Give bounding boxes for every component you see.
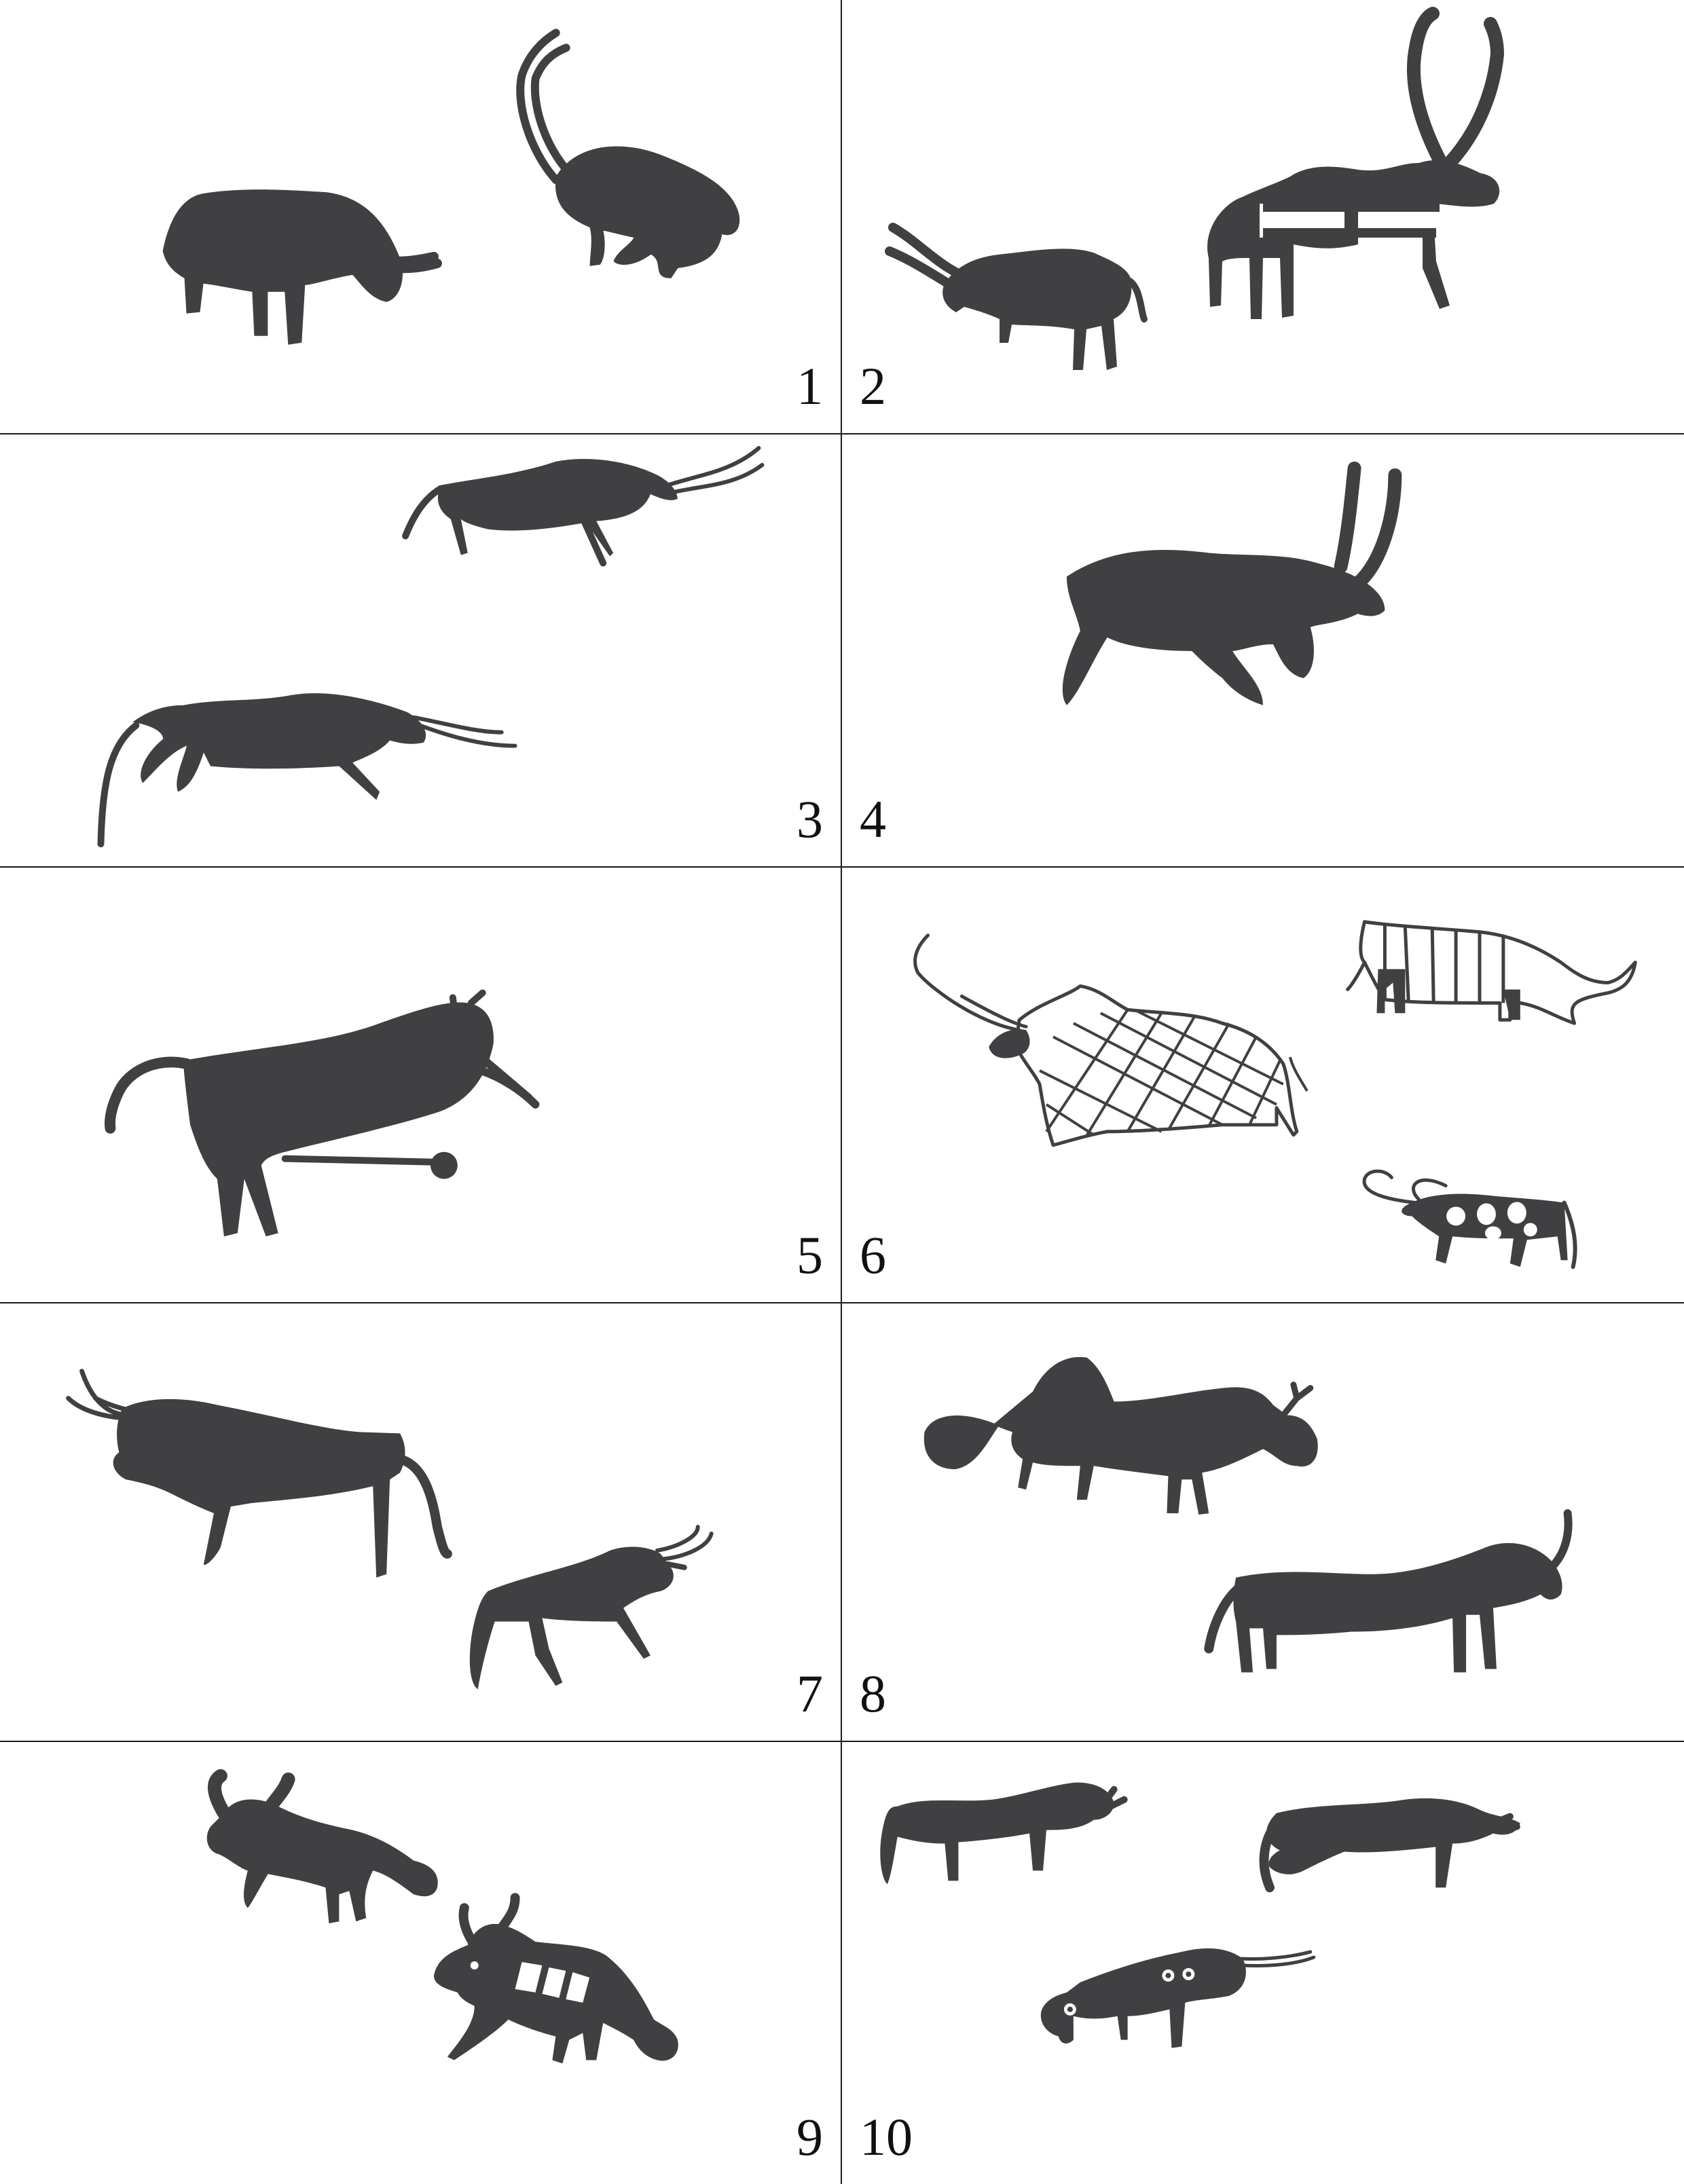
- striped-bovid-figure: [433, 1893, 678, 2064]
- panel-2-drawing: [885, 7, 1505, 370]
- panel-number: 3: [797, 790, 823, 849]
- ibex-figure: [516, 29, 740, 278]
- bull-figure: [162, 189, 442, 345]
- panel-7-drawing: [66, 1369, 714, 1690]
- short-horned-ox-figure: [880, 1782, 1128, 1885]
- bull-with-round-tail-figure: [923, 1356, 1318, 1515]
- panel-number: 9: [797, 2107, 823, 2166]
- panel-4: 4: [842, 433, 1684, 866]
- panel-number: 5: [797, 1225, 823, 1284]
- panel-3-drawing: [97, 445, 765, 848]
- panel-2: 2: [842, 0, 1684, 433]
- spotted-bull-figure: [1362, 1169, 1577, 1270]
- panel-number: 1: [797, 356, 823, 415]
- panel-number: 10: [860, 2107, 913, 2166]
- panel-6-drawing: [913, 920, 1637, 1270]
- panel-10-drawing: [880, 1782, 1520, 2048]
- running-ox-upper-figure: [402, 445, 765, 567]
- panel-number: 6: [860, 1225, 886, 1284]
- striped-bull-figure: [1346, 920, 1637, 1025]
- large-horned-animal-figure: [1207, 7, 1505, 319]
- eyed-bull-figure: [1040, 1948, 1316, 2048]
- small-charging-bull-figure: [469, 1524, 714, 1690]
- panel-5: 5: [0, 866, 842, 1302]
- crosshatched-bull-figure: [913, 933, 1308, 1147]
- panel-4-drawing: [1062, 461, 1402, 705]
- panel-9-drawing: [206, 1769, 678, 2064]
- panel-1-drawing: [162, 29, 740, 345]
- panel-6: 6: [842, 866, 1684, 1302]
- running-ox-lower-figure: [97, 693, 517, 848]
- panel-number: 2: [860, 356, 886, 415]
- lower-bull-figure: [1204, 1509, 1573, 1673]
- panel-3: 3: [0, 433, 842, 866]
- leaping-bull-figure: [1062, 461, 1402, 705]
- panel-10: 10: [842, 1741, 1684, 2184]
- panel-number: 8: [860, 1664, 886, 1723]
- panel-number: 7: [797, 1664, 823, 1723]
- lowered-head-ox-figure: [1259, 1798, 1520, 1893]
- lyre-horned-animal-figure: [206, 1769, 438, 1924]
- panel-9: 9: [0, 1741, 842, 2184]
- bull-profile-figure: [105, 989, 540, 1237]
- small-bull-figure: [885, 223, 1148, 370]
- panel-5-drawing: [105, 989, 540, 1237]
- panel-8-drawing: [923, 1356, 1573, 1673]
- panel-8: 8: [842, 1302, 1684, 1741]
- panel-7: 7: [0, 1302, 842, 1741]
- panel-1: 1: [0, 0, 842, 433]
- long-horned-bull-figure: [66, 1369, 452, 1578]
- panel-number: 4: [860, 790, 886, 849]
